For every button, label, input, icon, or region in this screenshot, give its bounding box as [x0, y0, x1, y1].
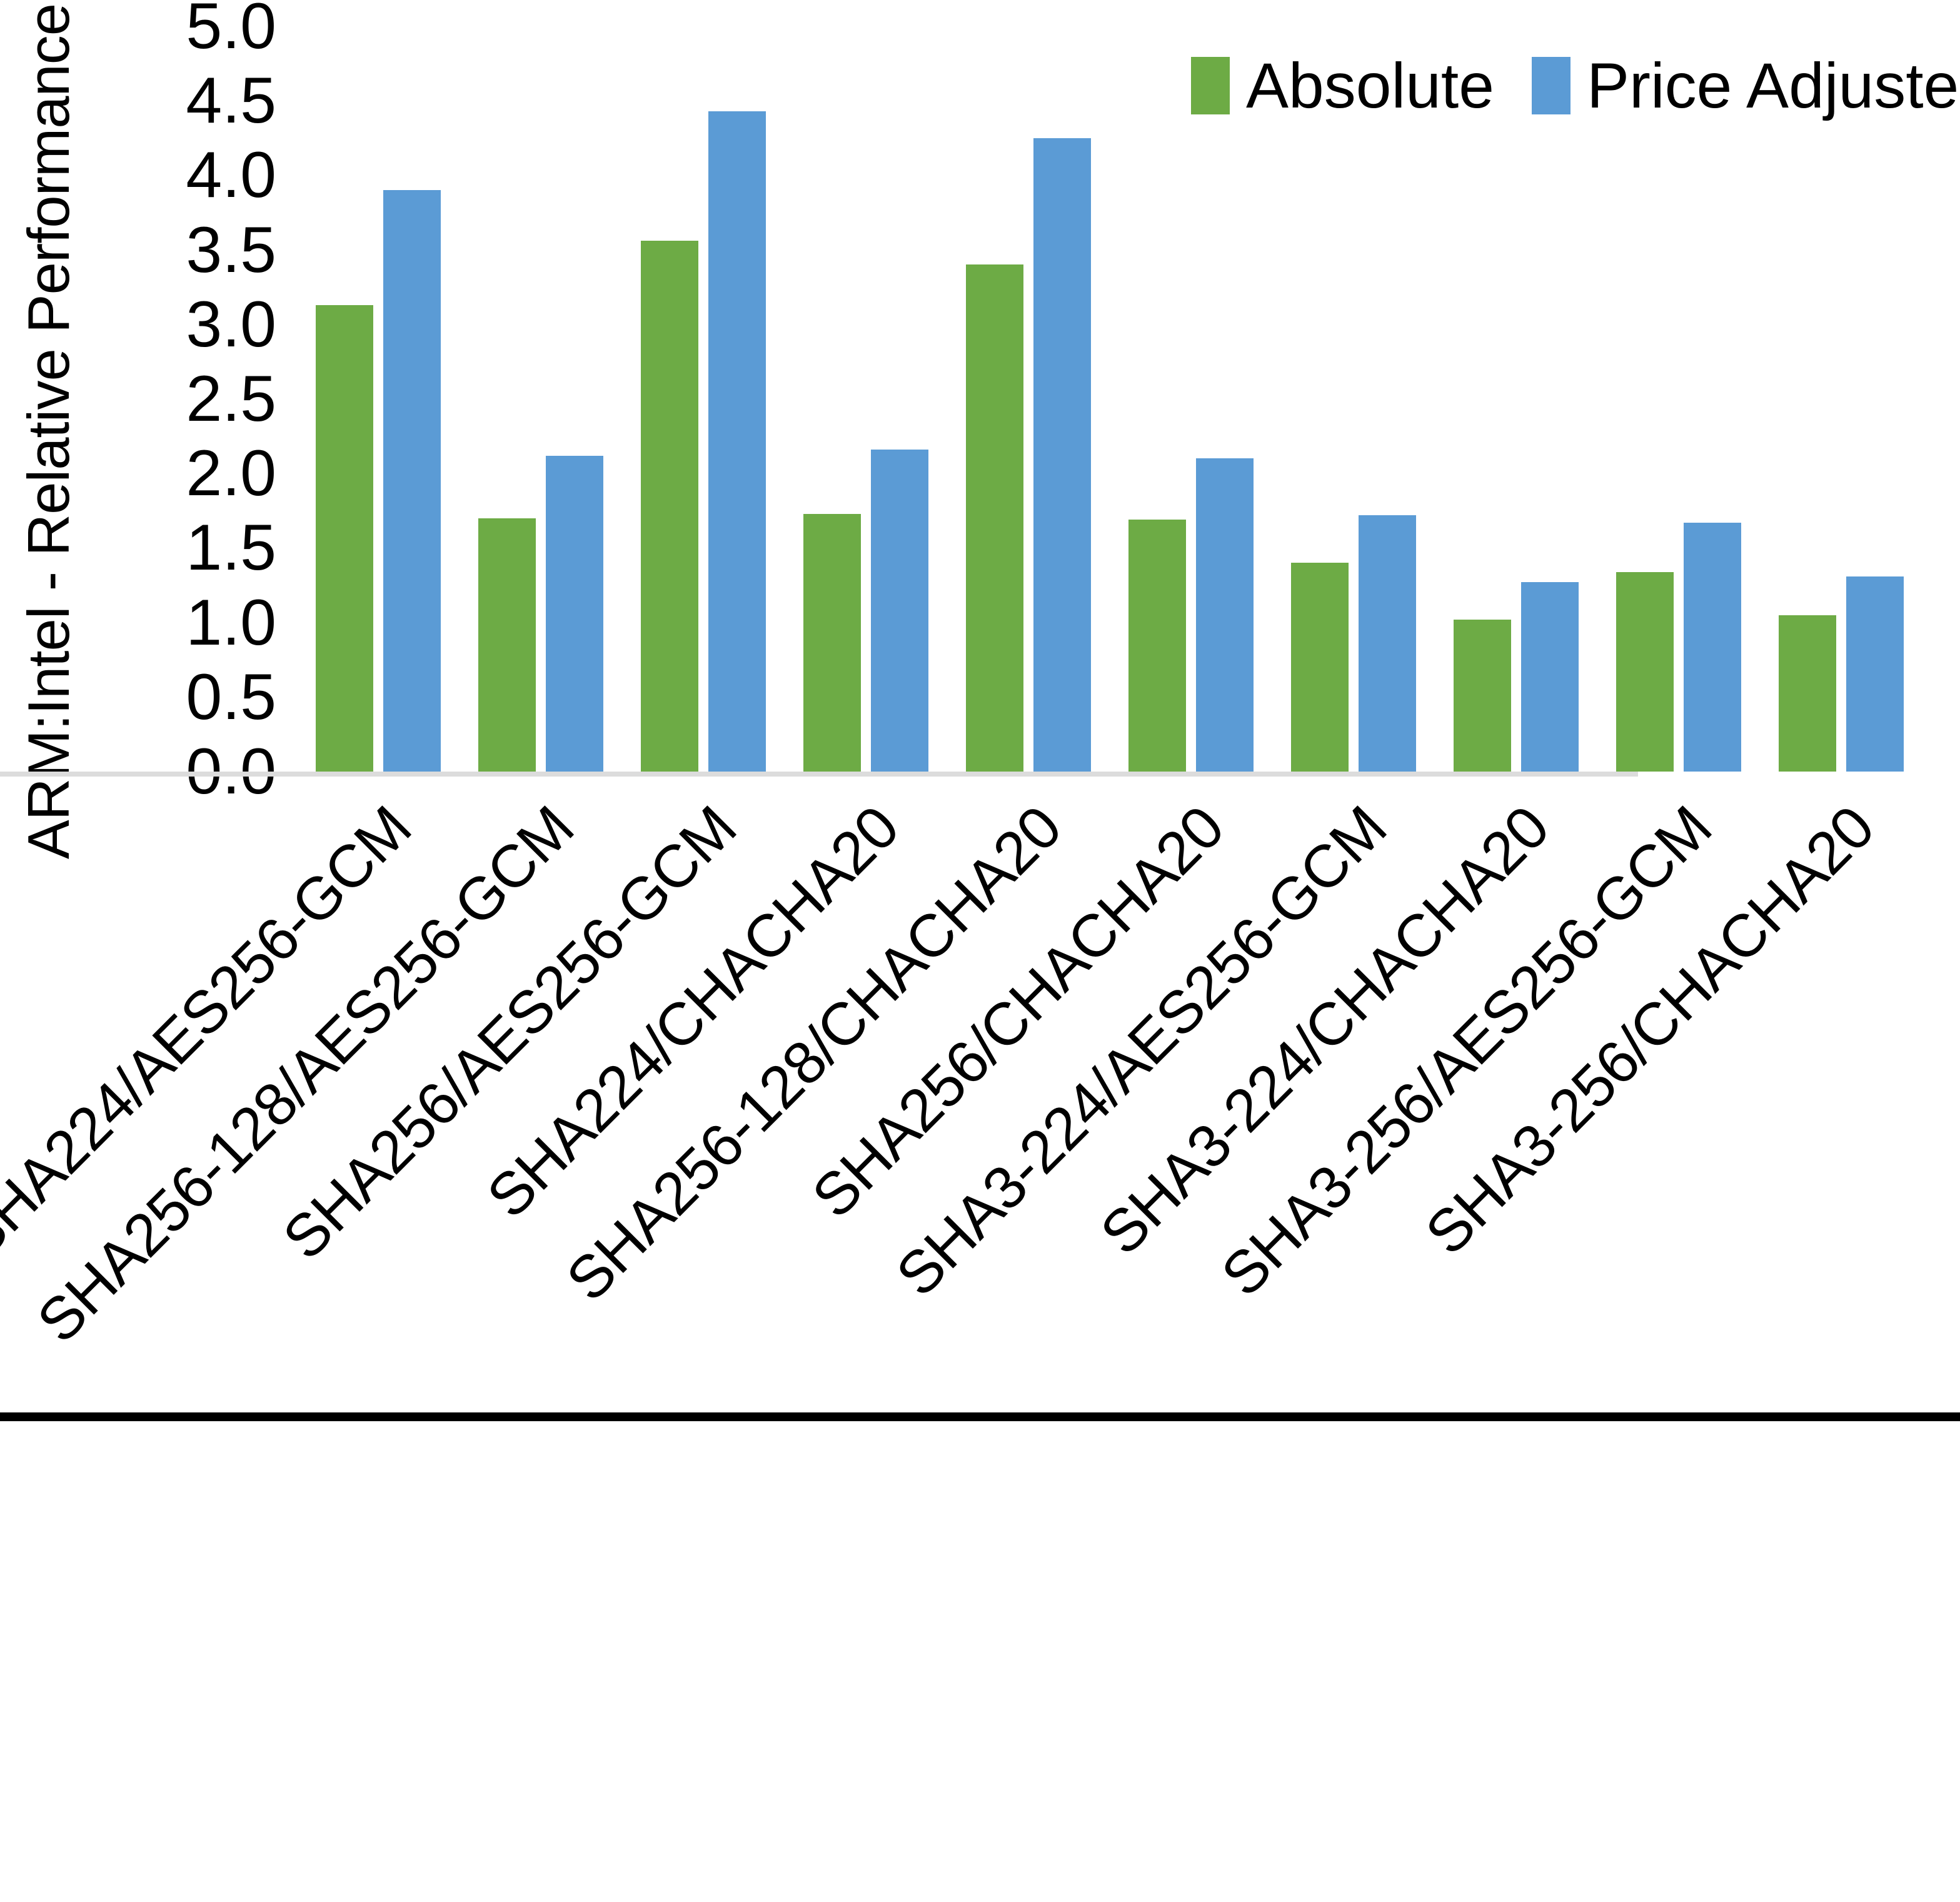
legend-label: Price Adjusted: [1586, 50, 1960, 121]
bar-group: [785, 26, 947, 772]
bar-group: [622, 26, 785, 772]
legend-item[interactable]: Price Adjusted: [1531, 50, 1960, 121]
bar-group: [1272, 26, 1435, 772]
bar-absolute[interactable]: [1616, 571, 1674, 772]
bar-group: [297, 26, 460, 772]
bar-price-adjusted[interactable]: [708, 111, 766, 772]
bar-absolute[interactable]: [478, 518, 536, 772]
bar-price-adjusted[interactable]: [1033, 138, 1091, 772]
y-axis-tick-label: 5.0: [186, 0, 276, 63]
bar-group: [947, 26, 1110, 772]
y-axis-tick-label: 1.5: [186, 511, 276, 585]
y-axis-tick-label: 2.0: [186, 437, 276, 510]
bar-absolute[interactable]: [316, 304, 373, 772]
y-axis-tick-labels: 5.0 4.5 4.0 3.5 3.0 2.5 2.0 1.5 1.0 0.5 0.0: [94, 0, 288, 813]
y-axis-title: ARM:Intel - Relative Performance: [11, 3, 86, 860]
y-axis-tick-label: 3.0: [186, 288, 276, 361]
bar-price-adjusted[interactable]: [871, 450, 928, 772]
bar-group: [1435, 26, 1597, 772]
y-axis-tick-label: 0.5: [186, 660, 276, 733]
plot-area: [297, 26, 1922, 772]
bar-price-adjusted[interactable]: [1684, 522, 1741, 772]
bar-group: [1597, 26, 1760, 772]
y-axis-title-text: ARM:Intel - Relative Performance: [16, 3, 81, 860]
legend-label: Absolute: [1246, 50, 1494, 121]
bar-absolute[interactable]: [641, 241, 698, 772]
bar-absolute[interactable]: [1128, 520, 1186, 772]
bar-price-adjusted[interactable]: [1846, 576, 1904, 772]
bar-price-adjusted[interactable]: [546, 455, 603, 772]
bar-chart: ARM:Intel - Relative Performance 5.0 4.5 4…: [0, 0, 1960, 1421]
bar-group: [460, 26, 622, 772]
legend-swatch-price-adjusted-icon: [1531, 57, 1571, 114]
y-axis-tick-label: 4.0: [186, 139, 276, 212]
bar-price-adjusted[interactable]: [1359, 515, 1416, 772]
x-axis-baseline: [0, 772, 1638, 777]
bar-group: [1760, 26, 1922, 772]
bar-price-adjusted[interactable]: [1521, 582, 1579, 772]
y-axis-tick-label: 3.5: [186, 213, 276, 286]
chart-legend: Absolute Price Adjusted: [1191, 45, 1960, 126]
legend-item[interactable]: Absolute: [1191, 54, 1494, 118]
y-axis-tick-label: 2.5: [186, 363, 276, 435]
y-axis-tick-label: 4.5: [186, 64, 276, 138]
bar-price-adjusted[interactable]: [1196, 458, 1254, 772]
bar-absolute[interactable]: [1291, 563, 1349, 772]
bar-absolute[interactable]: [1454, 619, 1511, 772]
bar-absolute[interactable]: [966, 264, 1023, 772]
bar-absolute[interactable]: [803, 513, 861, 772]
bar-group: [1110, 26, 1272, 772]
legend-swatch-absolute-icon: [1191, 57, 1230, 114]
bar-price-adjusted[interactable]: [383, 190, 441, 772]
y-axis-tick-label: 1.0: [186, 586, 276, 659]
bar-absolute[interactable]: [1779, 615, 1836, 772]
x-axis-category-labels: SHA224/AES256-GCM SHA256-128/AES256-GCM SH…: [0, 782, 1960, 1407]
